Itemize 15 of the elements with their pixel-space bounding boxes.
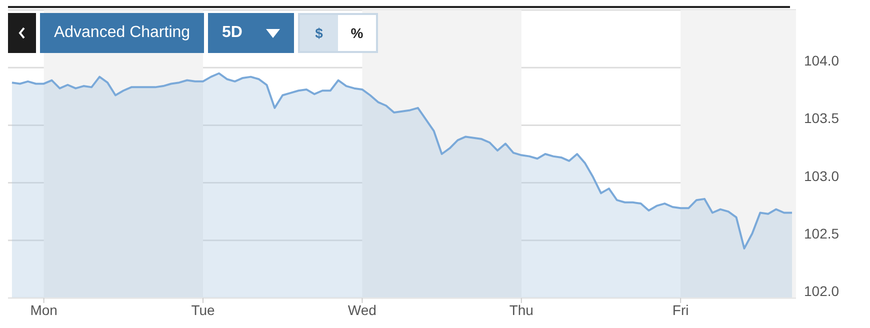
toggle-button: $ bbox=[298, 13, 338, 53]
y-tick-label: 102.0 bbox=[804, 282, 840, 299]
dropdown-button: 5D bbox=[208, 13, 294, 53]
x-tick-label: Mon bbox=[30, 302, 58, 318]
y-tick-label: 103.5 bbox=[804, 110, 840, 126]
x-tick-label: Tue bbox=[191, 302, 216, 318]
y-tick-label: 102.5 bbox=[804, 225, 840, 242]
x-tick-label: Wed bbox=[348, 302, 376, 318]
annotation: 5D bbox=[222, 24, 242, 42]
toggle-button: % bbox=[338, 13, 378, 53]
y-tick-label: 104.0 bbox=[804, 52, 840, 69]
x-tick-label: Fri bbox=[672, 302, 689, 318]
button: Advanced Charting bbox=[40, 13, 204, 53]
x-tick-label: Thu bbox=[509, 302, 534, 318]
y-tick-label: 103.0 bbox=[804, 168, 840, 184]
